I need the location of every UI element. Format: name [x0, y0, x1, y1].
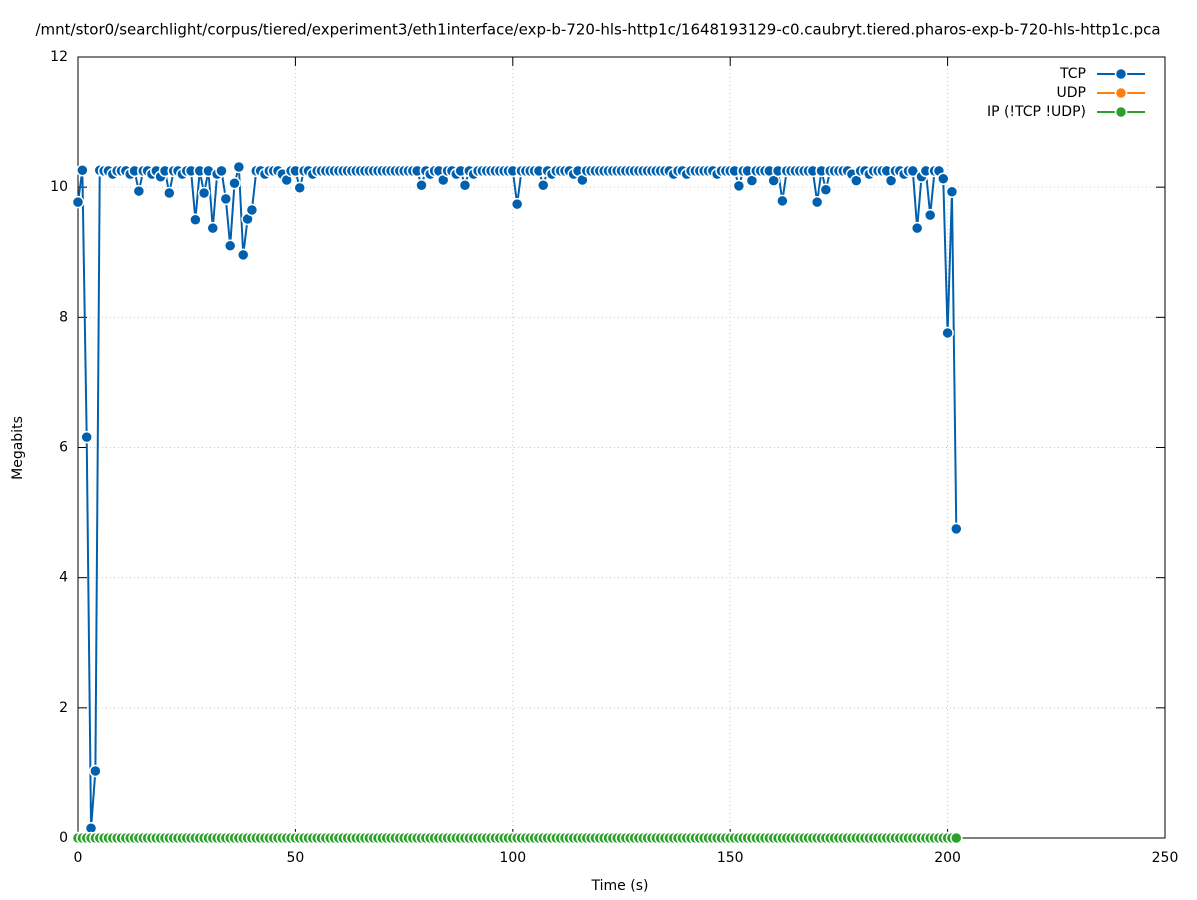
x-axis-label: Time (s) [591, 878, 649, 894]
data-point [945, 185, 959, 198]
data-point [76, 163, 89, 177]
chart-title: /mnt/stor0/searchlight/corpus/tiered/exp… [35, 21, 1160, 39]
y-tick-label: 6 [59, 440, 68, 456]
x-tick-label: 100 [499, 850, 526, 866]
series-line [77, 166, 958, 829]
data-point [910, 221, 924, 235]
data-point [458, 178, 472, 192]
data-point [245, 203, 259, 217]
data-point [80, 430, 93, 444]
data-point [71, 195, 85, 209]
data-point [223, 239, 237, 252]
legend: TCP UDP IP (!TCP !UDP) [987, 66, 1145, 120]
data-point [415, 178, 428, 192]
y-tick-label: 2 [59, 700, 68, 716]
data-point [950, 522, 963, 536]
x-tick-label: 0 [74, 850, 83, 866]
data-point [937, 172, 950, 185]
data-point [732, 179, 746, 193]
data-point [215, 164, 228, 178]
legend-label: UDP [1057, 85, 1086, 101]
data-point [163, 186, 176, 200]
x-tick-label: 200 [934, 850, 961, 866]
data-point [923, 208, 937, 222]
data-point [228, 177, 241, 190]
x-tick-label: 250 [1152, 850, 1179, 866]
data-point [132, 184, 146, 198]
legend-marker [1114, 86, 1128, 100]
data-point [941, 326, 954, 340]
y-axis-label: Megabits [10, 416, 26, 480]
data-point [536, 178, 550, 192]
y-tick-label: 0 [59, 830, 68, 846]
x-tick-label: 50 [286, 850, 304, 866]
legend-label: TCP [1059, 66, 1086, 82]
data-point [510, 197, 524, 211]
data-point [950, 831, 963, 845]
data-point [197, 186, 211, 200]
data-point [810, 195, 824, 209]
x-tick-label: 150 [717, 850, 744, 866]
y-tick-label: 4 [59, 570, 68, 586]
legend-label: IP (!TCP !UDP) [987, 104, 1086, 120]
data-point [206, 221, 220, 235]
data-point [776, 194, 789, 208]
y-tick-label: 8 [59, 309, 68, 325]
data-point [906, 164, 920, 178]
data-point [236, 248, 250, 262]
y-tick-label: 12 [50, 49, 68, 65]
data-point [819, 183, 833, 197]
data-point [232, 160, 246, 174]
data-point [219, 192, 233, 206]
data-point [89, 764, 102, 778]
legend-marker [1114, 105, 1128, 119]
y-tick-label: 10 [50, 179, 68, 195]
data-point [293, 181, 306, 195]
data-point [189, 213, 202, 226]
legend-marker [1114, 67, 1128, 81]
